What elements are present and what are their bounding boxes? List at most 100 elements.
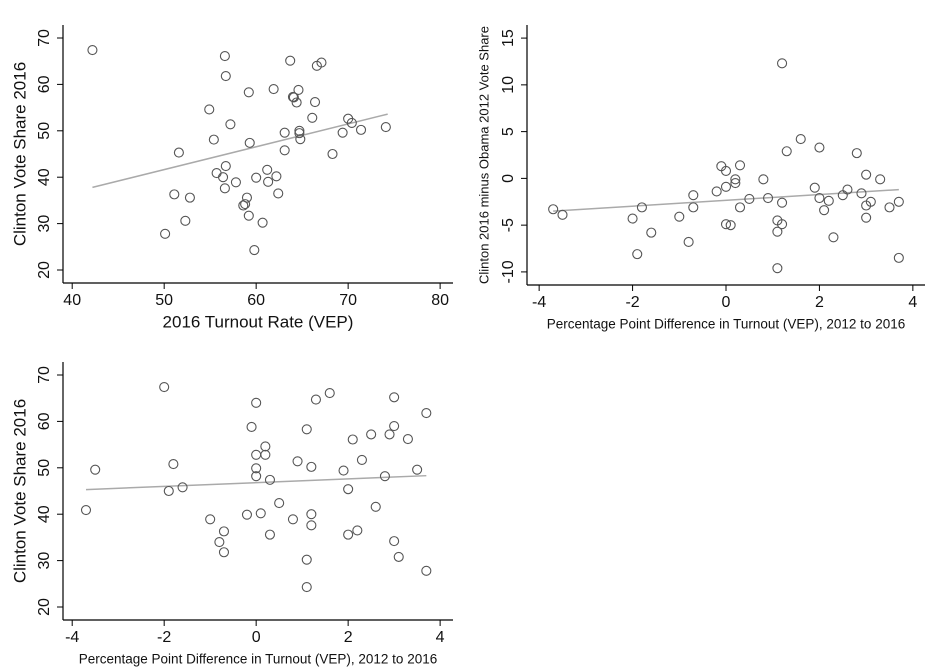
y-tick-label: 30: [36, 215, 53, 233]
point: [301, 582, 312, 593]
point: [851, 148, 862, 159]
point: [177, 482, 188, 493]
x-tick-label: 2: [815, 294, 824, 311]
point: [263, 176, 274, 187]
point: [180, 215, 191, 226]
x-tick-label: 40: [63, 292, 81, 309]
point: [160, 228, 171, 239]
point: [875, 174, 886, 185]
point: [347, 434, 358, 445]
point: [688, 190, 699, 201]
point: [219, 183, 230, 194]
point: [777, 197, 788, 208]
point: [306, 509, 317, 520]
point: [814, 142, 825, 153]
point: [688, 202, 699, 213]
point: [734, 202, 746, 213]
point: [243, 210, 254, 221]
point: [301, 554, 312, 565]
point: [243, 87, 254, 98]
point: [246, 421, 257, 433]
x-tick-label: 4: [908, 294, 917, 311]
point: [257, 217, 268, 228]
point: [288, 92, 299, 103]
point: [856, 188, 867, 199]
point: [795, 134, 806, 145]
point: [370, 501, 381, 512]
point: [814, 192, 825, 204]
y-tick-label: 30: [36, 552, 53, 570]
x-tick-label: 2: [344, 629, 353, 646]
x-axis-title: Percentage Point Difference in Turnout (…: [79, 652, 437, 667]
point: [307, 112, 318, 123]
point: [273, 188, 284, 199]
point: [548, 204, 559, 215]
point: [291, 97, 302, 108]
point: [309, 96, 321, 108]
y-tick-label: 20: [36, 261, 53, 279]
point: [260, 449, 271, 460]
point: [828, 232, 839, 243]
y-tick-label: 70: [36, 29, 53, 47]
y-tick-label: -10: [500, 260, 517, 283]
point: [720, 181, 732, 192]
point: [230, 177, 241, 188]
y-tick-label: 60: [36, 412, 53, 430]
point: [220, 70, 231, 82]
point: [734, 160, 746, 171]
point: [218, 526, 230, 537]
point: [260, 441, 271, 452]
point: [274, 498, 285, 509]
point: [777, 219, 788, 230]
point: [393, 551, 404, 562]
point: [837, 190, 848, 201]
point: [90, 464, 101, 475]
x-tick-label: -4: [532, 294, 546, 311]
x-tick-label: 50: [155, 292, 173, 309]
point: [225, 119, 236, 130]
point: [295, 134, 306, 145]
y-tick-label: 15: [500, 29, 517, 47]
point: [214, 536, 225, 548]
point: [819, 205, 830, 216]
x-tick-label: 60: [247, 292, 265, 309]
point: [636, 202, 647, 213]
point: [389, 392, 400, 403]
y-tick-label: 40: [36, 505, 53, 523]
point: [306, 520, 317, 531]
point: [249, 245, 260, 256]
point: [725, 220, 736, 231]
point: [251, 463, 262, 474]
point: [711, 186, 722, 197]
x-tick-label: 4: [436, 629, 445, 646]
point: [809, 182, 820, 193]
point: [356, 454, 367, 465]
point: [268, 83, 279, 95]
point: [893, 252, 904, 263]
point: [251, 449, 262, 460]
point: [557, 209, 568, 220]
point: [211, 167, 222, 179]
point: [240, 199, 251, 210]
point: [421, 407, 432, 419]
point: [217, 172, 229, 183]
y-tick-label: 40: [36, 168, 53, 186]
point: [730, 174, 741, 185]
y-axis-title: Clinton Vote Share 2016: [10, 62, 29, 246]
point: [241, 192, 253, 203]
point: [646, 227, 657, 238]
point: [338, 465, 349, 476]
point: [168, 459, 179, 470]
point: [169, 189, 180, 200]
point: [343, 529, 354, 540]
point: [366, 429, 377, 440]
point: [674, 211, 685, 222]
point: [720, 165, 732, 176]
y-tick-label: 60: [36, 75, 53, 93]
point: [823, 195, 834, 206]
point: [327, 148, 338, 160]
point: [287, 514, 299, 525]
y-tick-label: 5: [500, 127, 517, 136]
point: [184, 192, 195, 203]
point: [389, 420, 400, 432]
